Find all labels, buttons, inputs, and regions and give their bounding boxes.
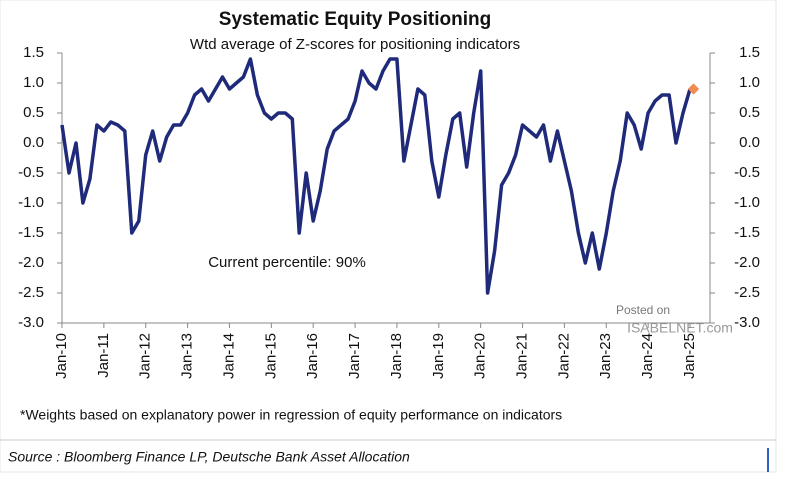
y-tick-label: -2.0	[18, 254, 44, 271]
x-tick-label: Jan-24	[639, 333, 656, 379]
y2-tick-label: 1.5	[739, 44, 760, 61]
x-tick-label: Jan-14	[220, 333, 237, 379]
x-tick-label: Jan-25	[681, 333, 698, 379]
x-tick-label: Jan-10	[53, 333, 70, 379]
x-tick-label: Jan-18	[388, 333, 405, 379]
x-tick-label: Jan-13	[179, 333, 196, 379]
x-tick-label: Jan-20	[472, 333, 489, 379]
footnote: *Weights based on explanatory power in r…	[20, 407, 562, 423]
watermark: ISABELNET.com	[627, 320, 733, 336]
y2-tick-label: 0.5	[739, 104, 760, 121]
y2-tick-label: 1.0	[739, 74, 760, 91]
y-tick-label: -1.5	[18, 224, 44, 241]
card	[0, 0, 777, 473]
y-tick-label: -3.0	[18, 314, 44, 331]
x-tick-label: Jan-11	[95, 333, 112, 378]
y2-tick-label: -1.5	[734, 224, 760, 241]
y-tick-label: -0.5	[18, 164, 44, 181]
y-tick-label: 0.0	[23, 134, 44, 151]
x-tick-label: Jan-21	[514, 333, 531, 379]
series-line	[60, 57, 692, 295]
x-tick-label: Jan-15	[262, 333, 279, 379]
y-tick-label: 1.0	[23, 74, 44, 91]
y-tick-label: 1.5	[23, 44, 44, 61]
annotation: Current percentile: 90%	[208, 254, 366, 271]
source: Source : Bloomberg Finance LP, Deutsche …	[8, 449, 410, 465]
y-tick-label: -1.0	[18, 194, 44, 211]
y2-tick-label: -3.0	[734, 314, 760, 331]
x-tick-label: Jan-17	[346, 333, 363, 379]
x-tick-label: Jan-19	[430, 333, 447, 379]
y-tick-label: 0.5	[23, 104, 44, 121]
chart-subtitle: Wtd average of Z-scores for positioning …	[190, 36, 520, 53]
y2-tick-label: -2.5	[734, 284, 760, 301]
x-tick-label: Jan-16	[304, 333, 321, 379]
x-tick-label: Jan-23	[597, 333, 614, 379]
watermark: Posted on	[616, 303, 670, 317]
x-tick-label: Jan-22	[555, 333, 572, 379]
y-tick-label: -2.5	[18, 284, 44, 301]
y2-tick-label: -1.0	[734, 194, 760, 211]
y2-tick-label: 0.0	[739, 134, 760, 151]
x-tick-label: Jan-12	[137, 333, 154, 379]
chart-title: Systematic Equity Positioning	[219, 9, 491, 30]
y2-tick-label: -2.0	[734, 254, 760, 271]
y2-tick-label: -0.5	[734, 164, 760, 181]
